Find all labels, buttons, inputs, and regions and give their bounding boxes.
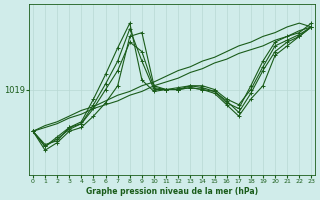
X-axis label: Graphe pression niveau de la mer (hPa): Graphe pression niveau de la mer (hPa) xyxy=(86,187,258,196)
